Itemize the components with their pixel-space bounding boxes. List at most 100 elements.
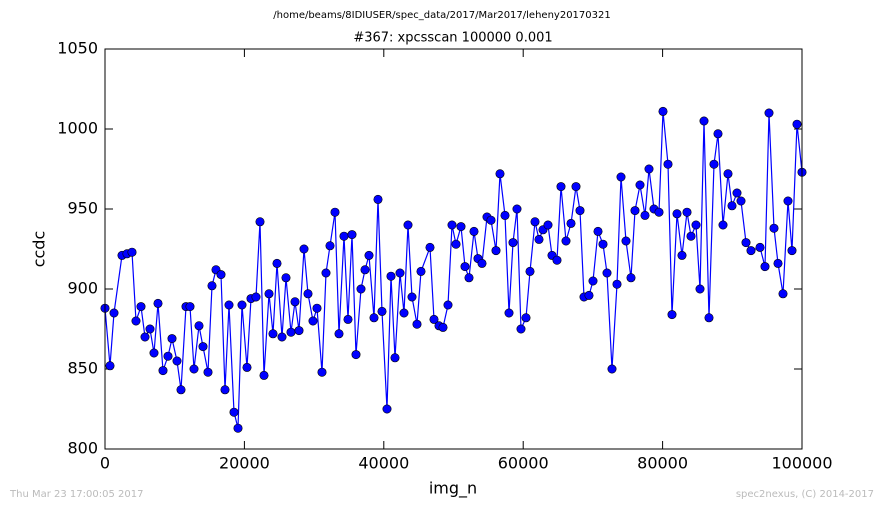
- x-tick-label: 100000: [771, 454, 832, 473]
- x-tick-label: 80000: [637, 454, 688, 473]
- data-point: [477, 258, 487, 268]
- data-point: [456, 222, 466, 232]
- data-point: [425, 242, 435, 252]
- data-point: [220, 385, 230, 395]
- chart-title: #367: xpcsscan 100000 0.001: [353, 31, 552, 46]
- data-point: [321, 268, 331, 278]
- data-point: [556, 182, 566, 192]
- data-point: [571, 182, 581, 192]
- data-point: [552, 255, 562, 265]
- data-point: [299, 244, 309, 254]
- y-tick-label: 800: [67, 439, 98, 458]
- data-point: [792, 119, 802, 129]
- data-point: [773, 258, 783, 268]
- data-point: [330, 207, 340, 217]
- data-point: [460, 262, 470, 272]
- data-point: [512, 204, 522, 214]
- data-point: [598, 239, 608, 249]
- plot-frame: [104, 48, 803, 450]
- data-point: [760, 262, 770, 272]
- data-point: [347, 230, 357, 240]
- data-point: [764, 108, 774, 118]
- data-point: [229, 407, 239, 417]
- data-point: [525, 266, 535, 276]
- data-point: [403, 220, 413, 230]
- data-point: [224, 300, 234, 310]
- data-point: [259, 370, 269, 380]
- data-point: [264, 289, 274, 299]
- x-tick-label: 0: [100, 454, 110, 473]
- data-point: [500, 210, 510, 220]
- data-point: [343, 314, 353, 324]
- data-point: [136, 302, 146, 312]
- data-point: [521, 313, 531, 323]
- data-point: [172, 356, 182, 366]
- data-point: [360, 265, 370, 275]
- suptitle: /home/beams/8IDIUSER/spec_data/2017/Mar2…: [273, 10, 610, 21]
- data-point: [167, 334, 177, 344]
- data-point: [491, 246, 501, 256]
- data-point: [584, 290, 594, 300]
- data-point: [149, 348, 159, 358]
- data-point: [416, 266, 426, 276]
- data-point: [237, 300, 247, 310]
- data-point: [207, 281, 217, 291]
- data-point: [438, 322, 448, 332]
- data-point: [334, 329, 344, 339]
- data-point: [704, 313, 714, 323]
- data-point: [451, 239, 461, 249]
- data-point: [140, 332, 150, 342]
- data-point: [621, 236, 631, 246]
- data-point: [695, 284, 705, 294]
- data-point: [158, 366, 168, 376]
- data-point: [508, 238, 518, 248]
- data-point: [727, 201, 737, 211]
- data-point: [317, 367, 327, 377]
- data-point: [516, 324, 526, 334]
- footer-right: spec2nexus, (C) 2014-2017: [736, 489, 874, 500]
- data-point: [105, 361, 115, 371]
- data-point: [412, 319, 422, 329]
- data-point: [407, 292, 417, 302]
- y-tick-label: 1000: [57, 119, 98, 138]
- data-point: [713, 129, 723, 139]
- y-tick-label: 1050: [57, 39, 98, 58]
- data-point: [746, 246, 756, 256]
- data-point: [364, 250, 374, 260]
- data-point: [390, 353, 400, 363]
- data-point: [277, 332, 287, 342]
- data-point: [386, 271, 396, 281]
- data-point: [486, 215, 496, 225]
- data-point: [429, 314, 439, 324]
- data-point: [145, 324, 155, 334]
- data-point: [787, 246, 797, 256]
- data-point: [447, 220, 457, 230]
- x-tick-label: 20000: [219, 454, 270, 473]
- data-point: [290, 297, 300, 307]
- x-tick-label: 40000: [358, 454, 409, 473]
- data-point: [443, 300, 453, 310]
- data-point: [504, 308, 514, 318]
- data-point: [469, 226, 479, 236]
- data-point: [543, 220, 553, 230]
- data-point: [395, 268, 405, 278]
- data-point: [308, 316, 318, 326]
- data-point: [686, 231, 696, 241]
- data-point: [672, 209, 682, 219]
- data-point: [736, 196, 746, 206]
- data-point: [593, 226, 603, 236]
- data-point: [677, 250, 687, 260]
- data-point: [242, 362, 252, 372]
- data-point: [644, 164, 654, 174]
- data-point: [778, 289, 788, 299]
- data-point: [176, 385, 186, 395]
- data-point: [356, 284, 366, 294]
- data-point: [109, 308, 119, 318]
- data-point: [194, 321, 204, 331]
- data-point: [658, 106, 668, 116]
- data-point: [127, 247, 137, 257]
- data-point: [663, 159, 673, 169]
- data-point: [602, 268, 612, 278]
- data-point: [616, 172, 626, 182]
